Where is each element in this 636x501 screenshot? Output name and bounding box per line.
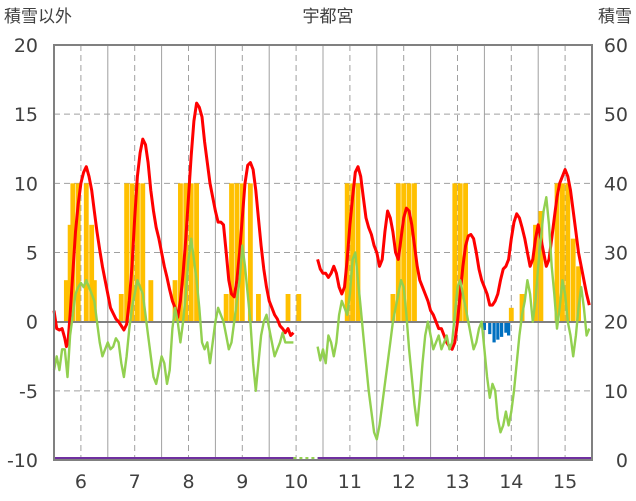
min_temp-line	[52, 237, 294, 392]
sunshine-bar	[355, 183, 361, 322]
left-axis-label: 積雪以外	[4, 7, 72, 27]
x-tick-label: 13	[445, 471, 469, 493]
sunshine-bar	[452, 183, 458, 322]
precip-bar	[496, 321, 500, 340]
sunshine-bar	[565, 183, 571, 322]
sunshine-bar	[83, 183, 89, 322]
min_temp-line	[316, 196, 591, 441]
sunshine-bar	[559, 183, 565, 322]
precipitation-bars	[482, 321, 511, 343]
x-tick-labels: 6 7 8 9 10 11 12 13 14 15	[75, 471, 577, 493]
sunshine-bar	[570, 238, 576, 322]
right-axis-label: 積雪	[598, 7, 632, 27]
precip-bar	[504, 321, 508, 333]
sunshine-bar	[554, 183, 560, 322]
sunshine-bar	[350, 183, 356, 322]
right-tick-label: 30	[604, 243, 628, 265]
precip-bar	[492, 321, 496, 343]
right-tick-label: 10	[604, 381, 628, 403]
right-tick-label: 50	[604, 104, 628, 126]
max_temp-line	[316, 165, 591, 351]
left-tick-label: 0	[26, 312, 38, 334]
sunshine-bar	[229, 183, 234, 322]
sunshine-bar	[140, 183, 146, 322]
left-tick-label: 5	[26, 243, 38, 265]
max_temp-line	[52, 101, 295, 349]
right-tick-labels: 60 50 40 30 20 10 0	[604, 35, 628, 472]
x-tick-label: 10	[284, 471, 308, 493]
left-tick-label: -5	[19, 381, 38, 403]
sunshine-bar	[172, 280, 178, 322]
x-tick-label: 9	[236, 471, 248, 493]
sunshine-bar	[118, 294, 124, 322]
sunshine-bar	[178, 183, 183, 322]
right-tick-label: 40	[604, 173, 628, 195]
x-tick-label: 15	[553, 471, 577, 493]
sunshine-bar	[285, 294, 291, 322]
x-tick-label: 14	[499, 471, 523, 493]
sunshine-bar	[148, 280, 154, 322]
right-tick-label: 0	[616, 450, 628, 472]
sunshine-bar	[538, 211, 544, 322]
left-tick-label: -10	[7, 450, 38, 472]
sunshine-bar	[134, 183, 140, 322]
sunshine-bar	[401, 183, 407, 322]
sunshine-bar	[533, 224, 538, 322]
right-tick-label: 60	[604, 35, 628, 57]
sunshine-bar	[63, 280, 69, 322]
sunshine-bar	[75, 183, 81, 322]
precip-bar	[488, 321, 492, 335]
sunshine-bar	[124, 183, 130, 322]
sunshine-bar	[188, 183, 194, 322]
left-tick-label: 10	[14, 173, 38, 195]
precip-bar	[500, 321, 504, 337]
precip-bar	[482, 321, 487, 330]
chart-title: 宇都宮	[303, 7, 354, 27]
right-tick-label: 20	[604, 312, 628, 334]
sunshine-bar	[247, 183, 253, 322]
x-tick-label: 12	[392, 471, 416, 493]
x-tick-label: 6	[75, 471, 87, 493]
left-tick-label: 20	[14, 35, 38, 57]
sunshine-bar	[223, 294, 229, 322]
sunshine-bar	[390, 294, 396, 322]
left-tick-label: 15	[14, 104, 38, 126]
sunshine-bar	[508, 307, 514, 322]
sunshine-bar	[256, 294, 261, 322]
x-tick-label: 7	[129, 471, 141, 493]
sunshine-bar	[576, 266, 581, 322]
sunshine-bar	[234, 183, 240, 322]
sunshine-bar	[457, 183, 463, 322]
precip-bar	[506, 321, 511, 336]
x-tick-label: 11	[338, 471, 362, 493]
x-tick-label: 8	[182, 471, 194, 493]
left-tick-labels: 20 15 10 5 0 -5 -10	[7, 35, 38, 472]
sunshine-bar	[89, 224, 95, 322]
sunshine-bar	[519, 294, 525, 322]
sunshine-bar	[67, 224, 73, 322]
sunshine-bar	[406, 183, 412, 322]
temperature-lines	[52, 101, 591, 441]
sunshine-bar	[194, 183, 199, 322]
plot-frame	[53, 44, 593, 461]
sunshine-bar	[296, 294, 302, 322]
